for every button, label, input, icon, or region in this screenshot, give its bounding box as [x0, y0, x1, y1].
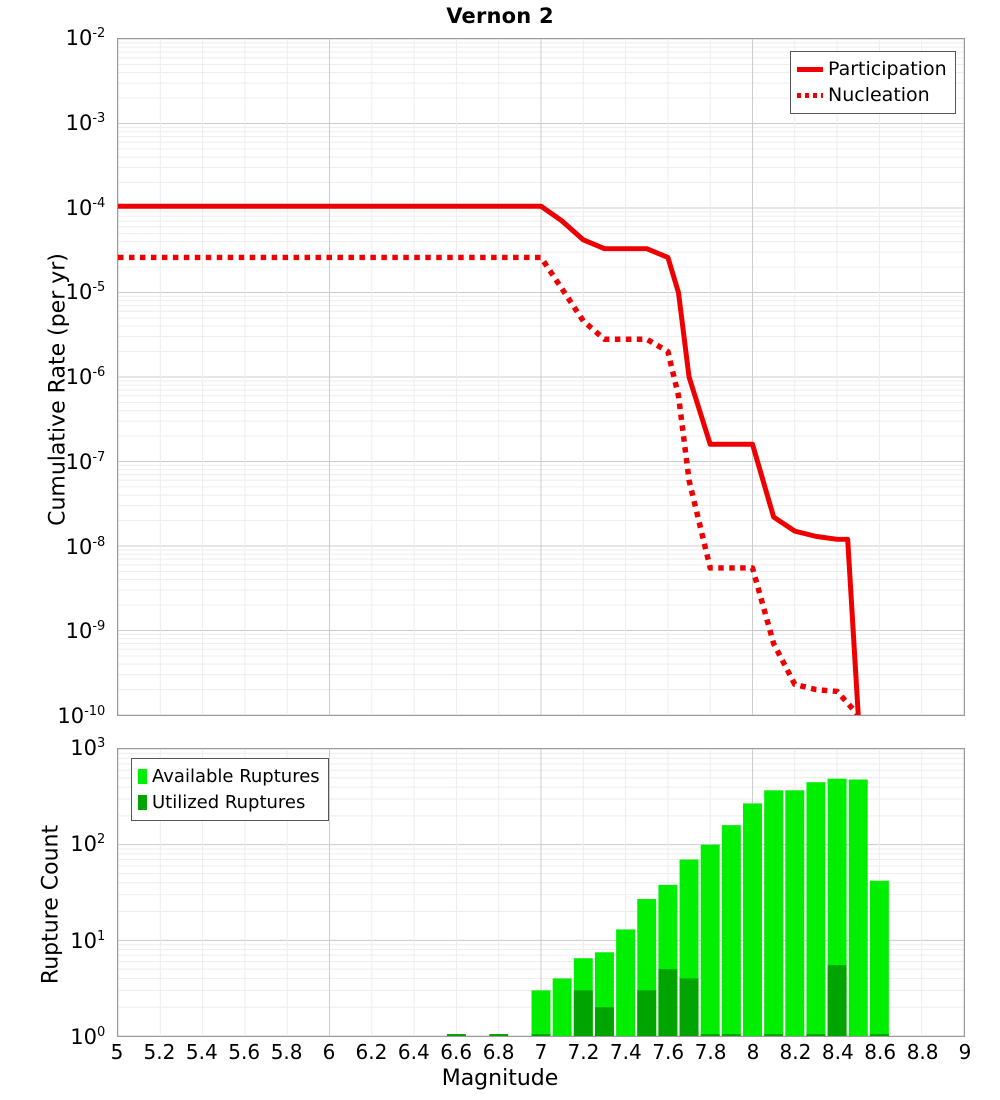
x-tick-label: 8.8 — [906, 1040, 939, 1064]
x-tick-label: 6 — [322, 1040, 336, 1064]
y-tick-label: 10-3 — [65, 110, 106, 135]
x-tick-label: 7 — [534, 1040, 548, 1064]
legend-label-available: Available Ruptures — [152, 765, 320, 787]
y-tick-label: 103 — [70, 736, 106, 760]
solid-line-icon — [797, 66, 823, 72]
x-tick-label: 6.4 — [397, 1040, 430, 1064]
cumulative-rate-plot — [117, 38, 965, 716]
y-tick-label: 101 — [70, 928, 106, 953]
cumulative-rate-canvas — [118, 39, 964, 715]
page-title: Vernon 2 — [446, 4, 554, 28]
x-tick-label: 5.4 — [185, 1040, 218, 1064]
y-tick-label: 10-5 — [65, 280, 106, 305]
x-tick-label: 9 — [958, 1040, 972, 1064]
x-tick-label: 7.2 — [567, 1040, 600, 1064]
green-square-icon — [138, 768, 147, 784]
x-axis-title: Magnitude — [441, 1066, 559, 1091]
curve-legend: Participation Nucleation — [790, 51, 956, 114]
dark-green-square-icon — [138, 794, 147, 810]
x-tick-label: 5.2 — [143, 1040, 176, 1064]
dotted-line-icon — [797, 92, 823, 98]
x-tick-label: 7.6 — [652, 1040, 685, 1064]
x-tick-label: 5.8 — [270, 1040, 303, 1064]
legend-item-participation: Participation — [797, 56, 947, 82]
legend-item-available: Available Ruptures — [138, 763, 320, 789]
y-tick-label: 102 — [70, 832, 106, 857]
x-tick-label: 5 — [110, 1040, 124, 1064]
y-tick-label: 10-6 — [65, 365, 106, 389]
y-tick-label: 10-10 — [57, 704, 106, 728]
y-tick-label: 10-8 — [65, 534, 106, 559]
top-y-tick-labels: 10-2 10-3 10-4 10-5 10-6 10-7 10-8 10-9 … — [0, 26, 112, 728]
legend-item-utilized: Utilized Ruptures — [138, 789, 320, 815]
y-tick-label: 100 — [70, 1025, 106, 1049]
y-tick-label: 10-4 — [65, 195, 106, 220]
x-tick-label: 6.8 — [482, 1040, 515, 1064]
legend-label-participation: Participation — [828, 58, 947, 80]
x-tick-label: 7.8 — [694, 1040, 727, 1064]
bottom-y-axis-title: Rupture Count — [38, 824, 64, 985]
x-tick-label: 6.2 — [355, 1040, 388, 1064]
y-tick-label: 10-7 — [65, 449, 106, 474]
legend-label-utilized: Utilized Ruptures — [152, 791, 306, 813]
x-tick-label: 6.6 — [440, 1040, 473, 1064]
bottom-y-tick-labels: 100 101 102 103 — [0, 736, 112, 1049]
rupture-legend: Available Ruptures Utilized Ruptures — [131, 758, 329, 821]
x-tick-label: 5.6 — [228, 1040, 261, 1064]
x-tick-label: 8 — [746, 1040, 760, 1064]
rupture-count-plot — [117, 748, 965, 1037]
y-tick-label: 10-2 — [65, 26, 106, 50]
x-tick-label: 8.4 — [821, 1040, 854, 1064]
y-tick-label: 10-9 — [65, 619, 106, 644]
x-tick-label: 7.4 — [609, 1040, 642, 1064]
x-tick-label: 8.6 — [864, 1040, 897, 1064]
x-tick-label: 8.2 — [779, 1040, 812, 1064]
rupture-count-canvas — [118, 749, 964, 1036]
top-y-axis-title: Cumulative Rate (per yr) — [45, 253, 71, 526]
legend-item-nucleation: Nucleation — [797, 82, 947, 108]
legend-label-nucleation: Nucleation — [828, 84, 930, 106]
